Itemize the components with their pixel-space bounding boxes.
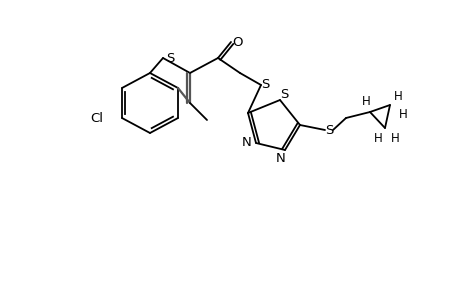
- Text: N: N: [241, 136, 252, 149]
- Text: H: H: [390, 131, 398, 145]
- Text: H: H: [393, 89, 402, 103]
- Text: H: H: [398, 109, 407, 122]
- Text: S: S: [324, 124, 332, 137]
- Text: S: S: [279, 88, 287, 100]
- Text: O: O: [232, 35, 243, 49]
- Text: N: N: [275, 152, 285, 166]
- Text: H: H: [373, 133, 381, 146]
- Text: Cl: Cl: [90, 112, 103, 124]
- Text: H: H: [361, 94, 369, 107]
- Text: S: S: [260, 77, 269, 91]
- Text: S: S: [165, 52, 174, 64]
